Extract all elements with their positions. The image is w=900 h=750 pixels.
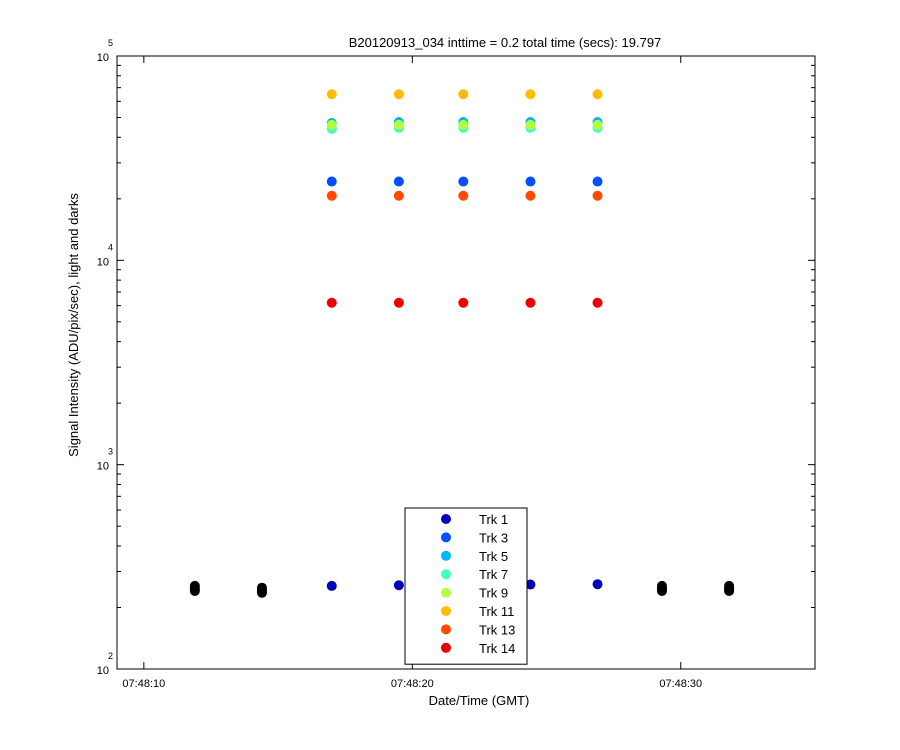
legend-label: Trk 9	[479, 586, 508, 601]
x-tick-label: 07:48:10	[122, 678, 165, 690]
ticks-layer: 10 2 10 3 10 4 10 5 07:48:10 07:48:20 07:48:30	[97, 38, 815, 690]
data-point-trk-6	[525, 190, 536, 201]
data-point-trk-5	[458, 89, 469, 100]
data-point-trk-0	[592, 579, 603, 590]
data-point-trk-5	[525, 89, 536, 100]
legend-label: Trk 5	[479, 549, 508, 564]
y-tick-label: 10	[97, 256, 109, 268]
dark-point	[189, 580, 200, 591]
y-tick-exponent: 5	[108, 38, 113, 48]
legend: Trk 1 Trk 3 Trk 5 Trk 7 Trk 9 Trk 11 Trk 13 Trk…	[404, 507, 528, 665]
y-tick-label: 10	[97, 461, 109, 473]
legend-marker	[441, 606, 451, 616]
data-point-trk-1	[326, 176, 337, 187]
dark-point	[656, 580, 667, 591]
x-axis-label: Date/Time (GMT)	[429, 693, 530, 708]
chart-title: B20120913_034 inttime = 0.2 total time (…	[349, 35, 662, 50]
legend-marker	[441, 587, 451, 598]
marks-layer	[189, 89, 735, 598]
data-point-trk-5	[592, 89, 603, 100]
y-tick-label: 10	[97, 52, 109, 64]
legend-label: Trk 13	[479, 622, 515, 637]
data-point-trk-7	[458, 297, 469, 308]
data-point-trk-1	[592, 176, 603, 187]
legend-marker	[441, 642, 451, 653]
legend-label: Trk 7	[479, 567, 508, 582]
legend-marker	[441, 550, 451, 561]
legend-label: Trk 11	[479, 604, 514, 619]
legend-label: Trk 1	[479, 512, 508, 527]
data-point-trk-0	[525, 579, 536, 590]
legend-label: Trk 3	[479, 530, 508, 545]
data-point-trk-4	[326, 119, 337, 130]
data-point-trk-7	[393, 297, 404, 308]
data-point-trk-7	[326, 297, 337, 308]
data-point-trk-1	[458, 176, 469, 187]
data-point-trk-0	[326, 580, 337, 591]
data-point-trk-7	[525, 297, 536, 308]
dark-point	[256, 582, 267, 593]
data-point-trk-4	[525, 119, 536, 130]
data-point-trk-6	[592, 190, 603, 201]
data-point-trk-1	[393, 176, 404, 187]
data-point-trk-1	[525, 176, 536, 187]
data-point-trk-5	[326, 89, 337, 100]
y-tick-exponent: 3	[108, 447, 113, 457]
legend-marker	[441, 532, 451, 543]
dark-point	[724, 580, 735, 591]
data-point-trk-4	[458, 119, 469, 130]
y-tick-exponent: 4	[108, 242, 113, 252]
legend-marker	[441, 569, 451, 580]
x-tick-label: 07:48:20	[391, 678, 434, 690]
y-tick-label: 10	[97, 665, 109, 677]
data-point-trk-7	[592, 297, 603, 308]
data-point-trk-6	[326, 190, 337, 201]
y-axis-label: Signal Intensity (ADU/pix/sec), light an…	[66, 193, 81, 457]
data-point-trk-5	[393, 89, 404, 100]
data-point-trk-0	[393, 580, 404, 591]
data-point-trk-4	[393, 119, 404, 130]
data-point-trk-6	[393, 190, 404, 201]
data-point-trk-4	[592, 119, 603, 130]
legend-label: Trk 14	[479, 641, 515, 656]
legend-marker	[441, 514, 451, 524]
legend-marker	[441, 624, 451, 635]
x-tick-label: 07:48:30	[659, 678, 702, 690]
y-tick-exponent: 2	[108, 651, 113, 661]
data-point-trk-6	[458, 190, 469, 201]
legend-box	[404, 507, 528, 665]
